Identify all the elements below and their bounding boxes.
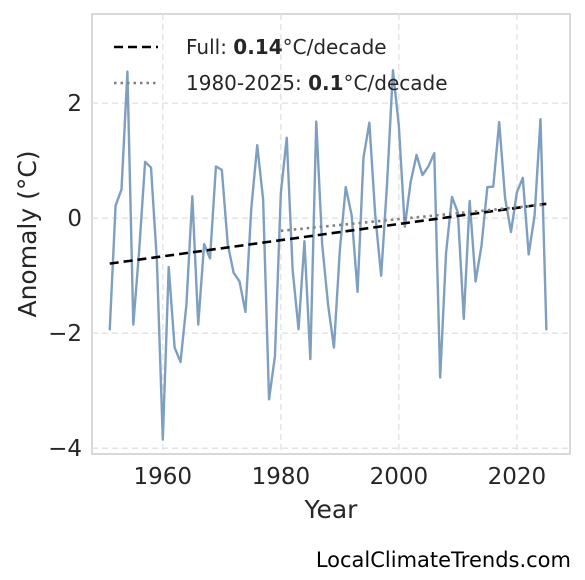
series-group (108, 69, 548, 441)
legend-recent-label: 1980-2025: 0.1°C/decade (186, 71, 448, 95)
anomaly-series-line (108, 69, 548, 441)
tick-labels: 1960 1980 2000 2020 −4 −2 0 2 (48, 91, 546, 490)
y-tick-label: −4 (48, 436, 82, 462)
x-tick-label: 1960 (134, 464, 193, 490)
recent-trend-line (280, 203, 547, 233)
x-tick-label: 2020 (488, 464, 547, 490)
full-trend-line (109, 202, 547, 265)
legend: Full: 0.14°C/decade 1980-2025: 0.1°C/dec… (114, 35, 448, 95)
y-tick-label: 2 (67, 91, 82, 117)
plot-area (91, 13, 571, 455)
y-tick-label: 0 (67, 206, 82, 232)
legend-full-suffix: °C/decade (283, 35, 387, 59)
grid (92, 14, 570, 454)
legend-recent-prefix: 1980-2025: (186, 71, 308, 95)
legend-recent-suffix: °C/decade (344, 71, 448, 95)
legend-recent-bold: 0.1 (308, 71, 343, 95)
legend-full-bold: 0.14 (233, 35, 282, 59)
watermark: LocalClimateTrends.com (315, 548, 571, 572)
y-axis-title: Anomaly (°C) (13, 150, 42, 317)
legend-full-label: Full: 0.14°C/decade (186, 35, 387, 59)
y-tick-label: −2 (48, 321, 82, 347)
legend-full-prefix: Full: (186, 35, 233, 59)
x-axis-title: Year (304, 495, 359, 524)
x-tick-label: 1980 (252, 464, 311, 490)
x-tick-label: 2000 (370, 464, 429, 490)
